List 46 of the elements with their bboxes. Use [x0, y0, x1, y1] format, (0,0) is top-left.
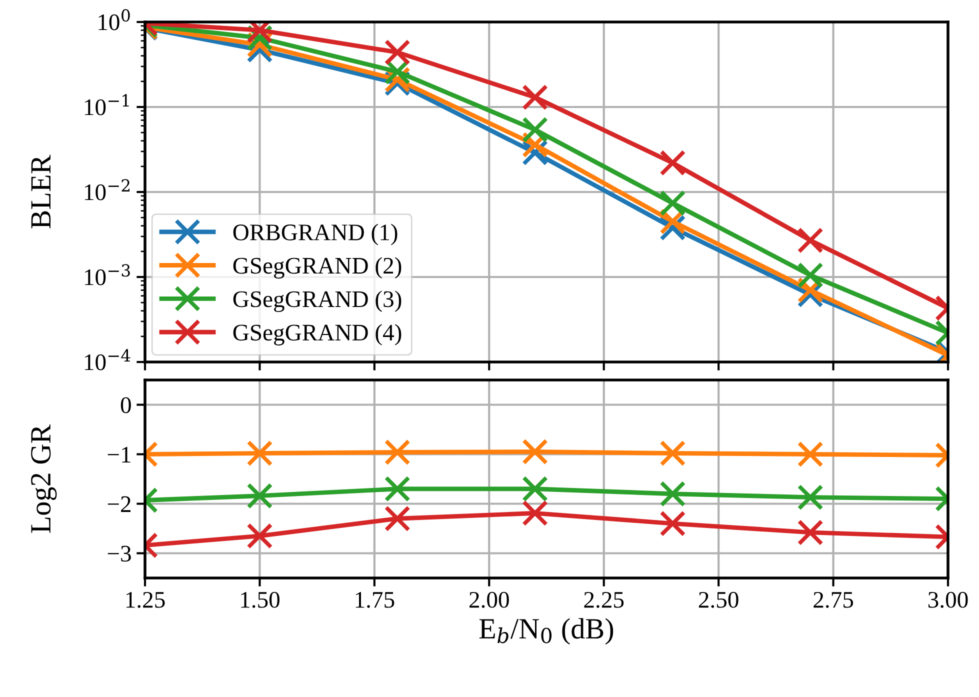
x-axis-title: E$_{b}$/N$_{0}$ (dB) — [479, 618, 614, 645]
y-tick-label: 10$^{−1}$ — [85, 94, 129, 116]
point — [797, 262, 824, 288]
point — [660, 190, 686, 216]
y-axis-title: Log2 GR — [31, 424, 57, 533]
point — [522, 116, 548, 143]
point — [797, 227, 824, 254]
y-axis-title: BLER — [31, 154, 51, 228]
y-tick-label: 0 — [120, 397, 131, 414]
x-tick-label: 3.00 — [928, 592, 968, 608]
point — [384, 439, 410, 466]
y-tick-label: 10$^{−3}$ — [85, 264, 130, 286]
point — [246, 482, 273, 509]
point — [660, 510, 686, 537]
point — [522, 84, 548, 110]
x-tick-label: 1.50 — [241, 592, 280, 608]
y-tick-label: 10$^{−2}$ — [85, 179, 130, 200]
point — [660, 150, 686, 176]
point — [384, 506, 410, 532]
x-tick-label: 1.75 — [356, 592, 394, 608]
legend-label: ORBGRAND (1) — [233, 224, 398, 246]
x-tick-label: 2.75 — [814, 592, 854, 608]
point — [384, 476, 410, 502]
legend-label: GSegGRAND (2) — [233, 257, 402, 279]
y-tick-label: −1 — [108, 446, 130, 462]
x-tick-label: 1.25 — [126, 592, 165, 608]
point — [797, 484, 824, 510]
x-tick-label: 2.00 — [470, 592, 509, 608]
x-tick-label: 2.50 — [698, 592, 738, 608]
point — [522, 500, 548, 526]
legend-label: GSegGRAND (3) — [233, 290, 402, 312]
point — [246, 522, 273, 549]
y-tick-label: −2 — [108, 496, 131, 512]
point — [384, 39, 410, 66]
legend-label: GSegGRAND (4) — [233, 324, 402, 346]
point — [522, 438, 548, 465]
x-tick-label: 2.25 — [584, 592, 624, 608]
point — [797, 519, 824, 546]
y-tick-label: 10$^{−4}$ — [85, 349, 130, 370]
point — [660, 440, 686, 466]
point — [246, 440, 273, 466]
point — [522, 476, 548, 502]
point — [797, 441, 824, 468]
point — [660, 480, 686, 507]
y-tick-label: 10$^{0}$ — [98, 9, 130, 30]
y-tick-label: −3 — [108, 546, 131, 562]
